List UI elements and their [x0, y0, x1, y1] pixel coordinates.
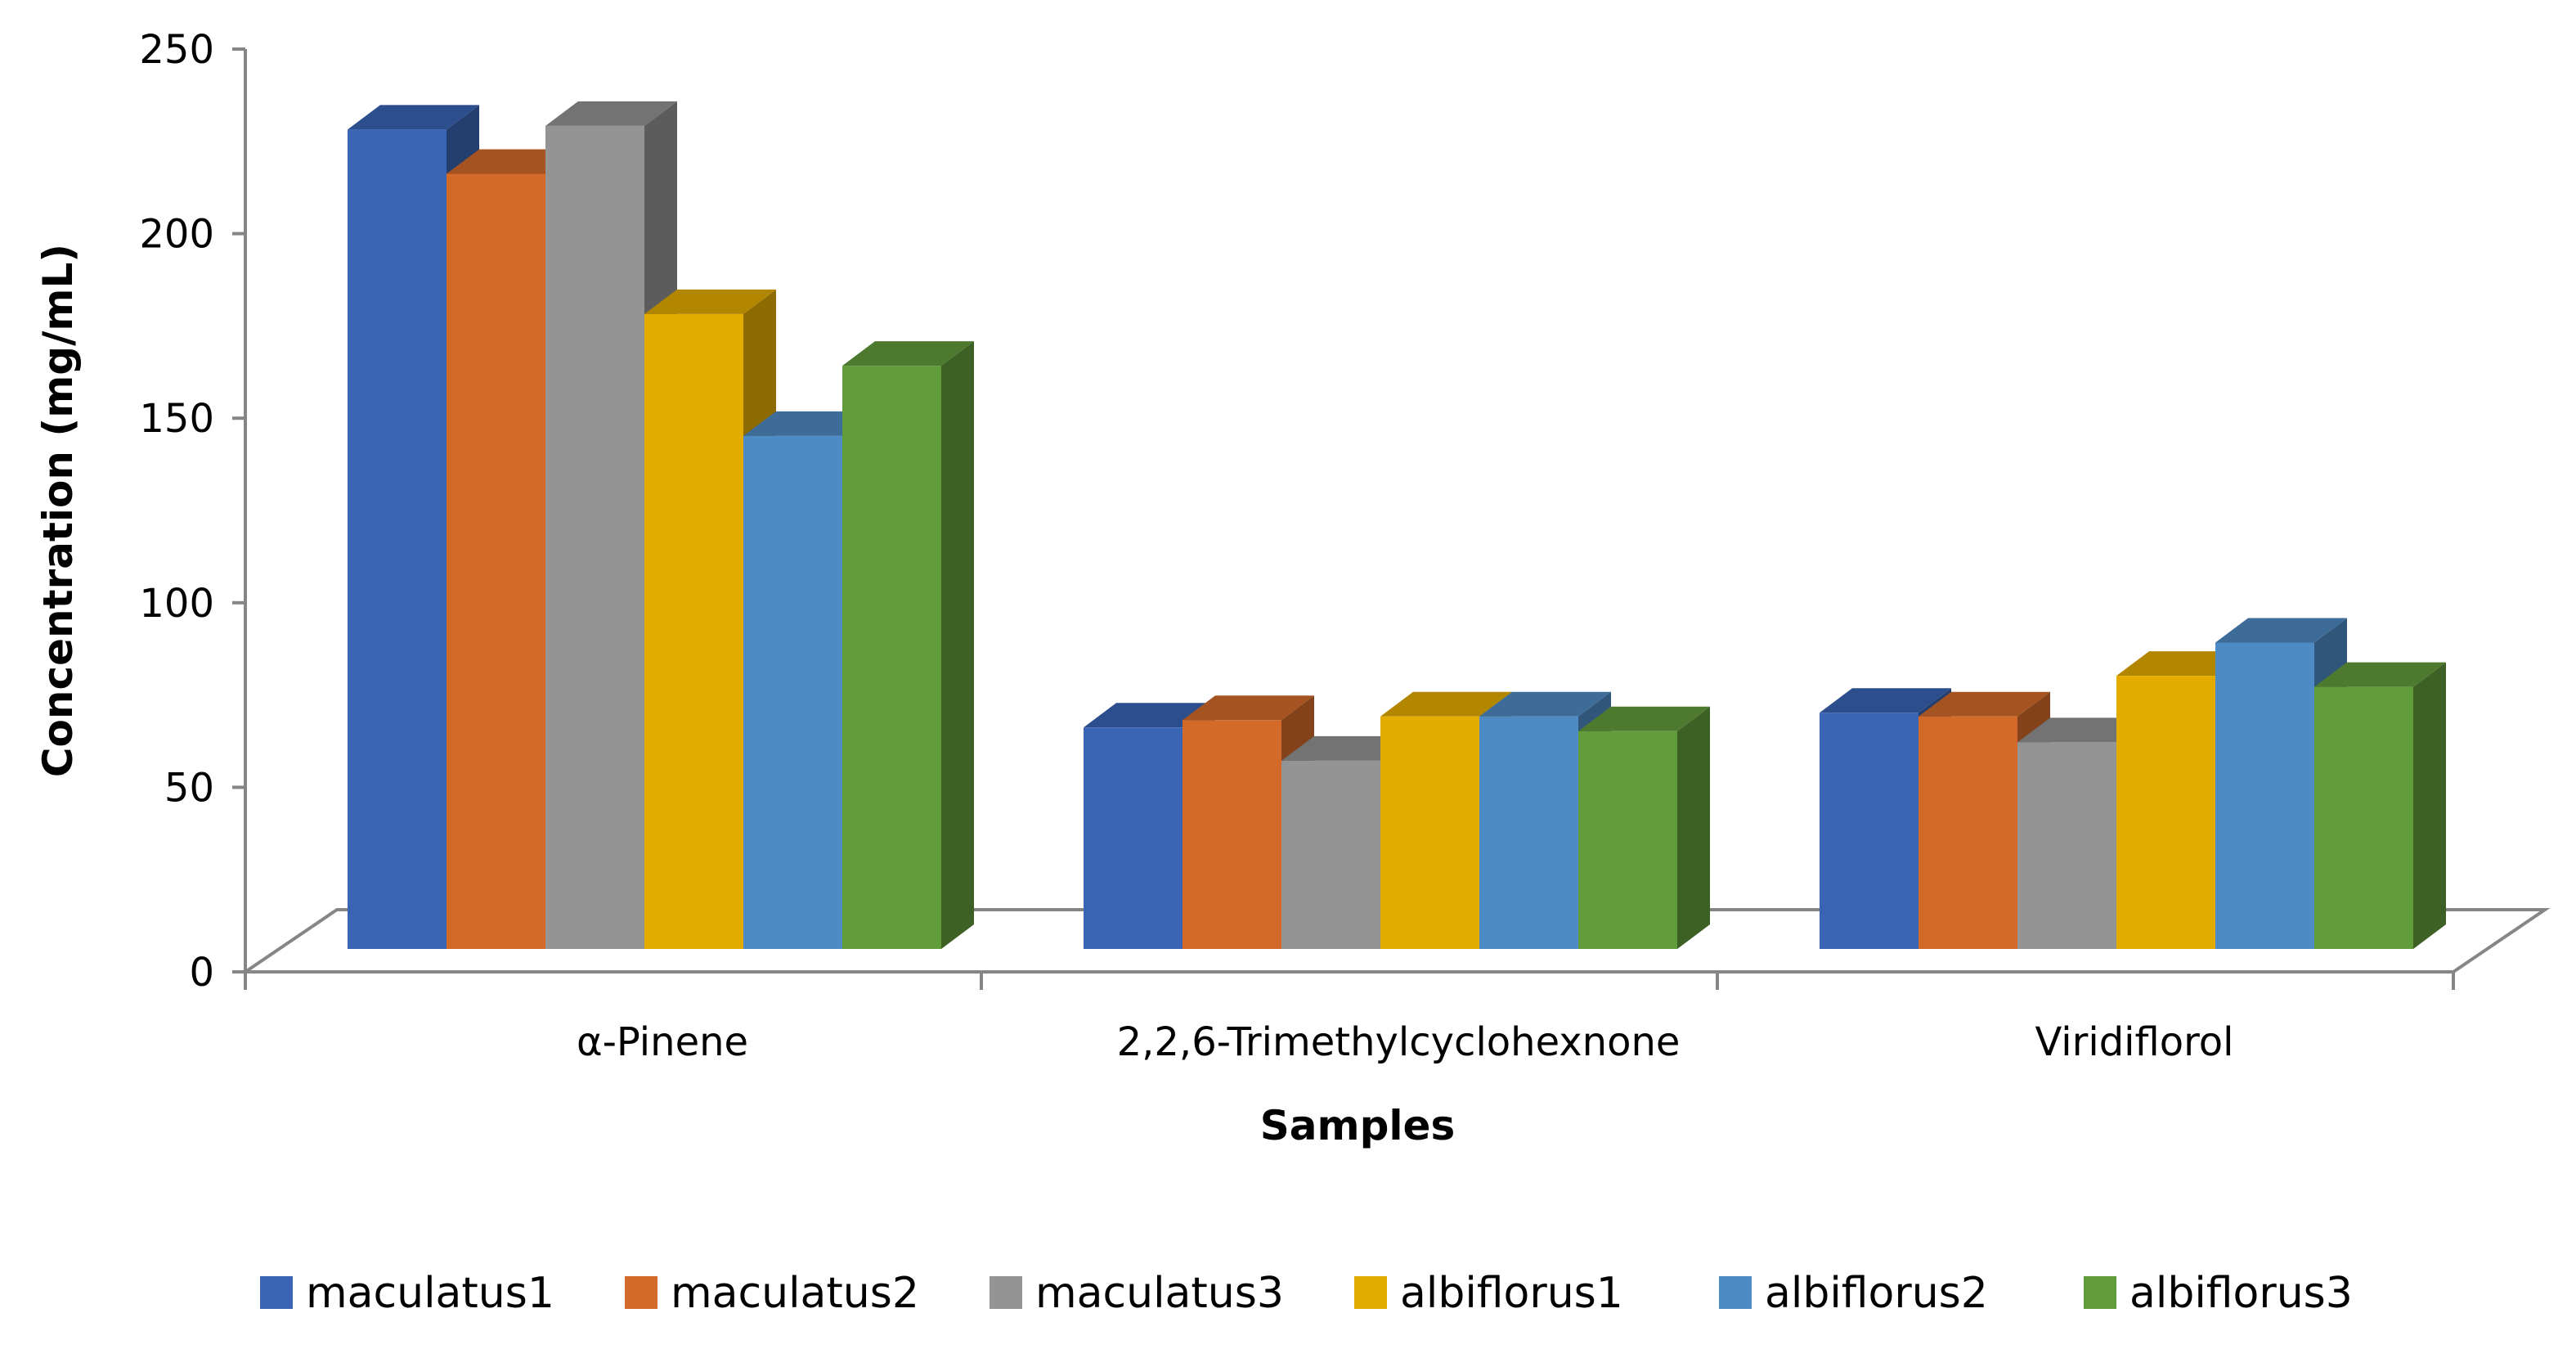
- y-tick-label: 100: [139, 581, 214, 627]
- legend-swatch: [1354, 1276, 1387, 1309]
- bar-top: [1578, 706, 1710, 731]
- bar: [1919, 716, 2017, 949]
- bar-top: [1919, 691, 2050, 717]
- bar: [1084, 727, 1183, 949]
- legend-item-label: albiflorus1: [1400, 1269, 1623, 1318]
- bar: [2314, 686, 2413, 949]
- legend-swatch: [2084, 1276, 2116, 1309]
- bar-top: [1084, 703, 1215, 728]
- bar-top: [1820, 688, 1951, 713]
- bar: [348, 129, 447, 949]
- y-tick-label: 150: [139, 396, 214, 442]
- bar: [743, 435, 842, 949]
- bar: [1578, 731, 1677, 949]
- legend-swatch: [260, 1276, 293, 1309]
- bar-top: [348, 105, 479, 130]
- bar-side: [1677, 706, 1710, 949]
- x-axis-title: Samples: [1260, 1102, 1455, 1149]
- bar: [1380, 716, 1479, 949]
- legend-item-label: maculatus2: [671, 1269, 919, 1318]
- bar: [1820, 713, 1919, 949]
- y-tick-label: 250: [139, 27, 214, 73]
- bar: [545, 125, 644, 950]
- legend-swatch: [990, 1276, 1022, 1309]
- legend-item-label: albiflorus3: [2129, 1269, 2353, 1318]
- bar-top: [2116, 651, 2248, 677]
- x-tick-label: α-Pinene: [577, 1019, 748, 1065]
- bar: [1479, 716, 1578, 949]
- bar: [1281, 760, 1380, 949]
- bar-side: [2413, 662, 2446, 949]
- x-tick-label: Viridiflorol: [2035, 1019, 2234, 1065]
- bar-top: [1380, 691, 1512, 717]
- legend-item-label: albiflorus2: [1765, 1269, 1988, 1318]
- bar-top: [545, 101, 677, 126]
- y-axis-title: Concentration (mg/mL): [34, 244, 82, 777]
- legend-swatch: [625, 1276, 657, 1309]
- legend-item-label: maculatus1: [306, 1269, 554, 1318]
- y-tick-label: 50: [164, 765, 214, 811]
- y-tick-label: 200: [139, 212, 214, 258]
- bar-top: [2314, 662, 2446, 687]
- bar-side: [941, 341, 974, 949]
- bar-top: [1183, 695, 1314, 721]
- bar: [644, 313, 743, 949]
- bar: [842, 366, 941, 949]
- bar: [447, 173, 545, 950]
- bar-top: [447, 149, 578, 174]
- bar: [2017, 742, 2116, 949]
- bar-top: [1281, 735, 1413, 761]
- bar-top: [1479, 691, 1611, 717]
- bar-top: [2017, 717, 2149, 743]
- bar-top: [2215, 618, 2347, 643]
- x-tick-label: 2,2,6-Trimethylcyclohexnone: [1117, 1019, 1681, 1065]
- bar: [2116, 676, 2215, 949]
- legend-swatch: [1719, 1276, 1752, 1309]
- bar: [1183, 720, 1281, 949]
- bar: [2215, 642, 2314, 949]
- y-tick-label: 0: [189, 950, 214, 996]
- legend-item-label: maculatus3: [1035, 1269, 1284, 1318]
- bar-top: [842, 341, 974, 366]
- bar-top: [743, 411, 875, 436]
- bar-top: [644, 289, 776, 314]
